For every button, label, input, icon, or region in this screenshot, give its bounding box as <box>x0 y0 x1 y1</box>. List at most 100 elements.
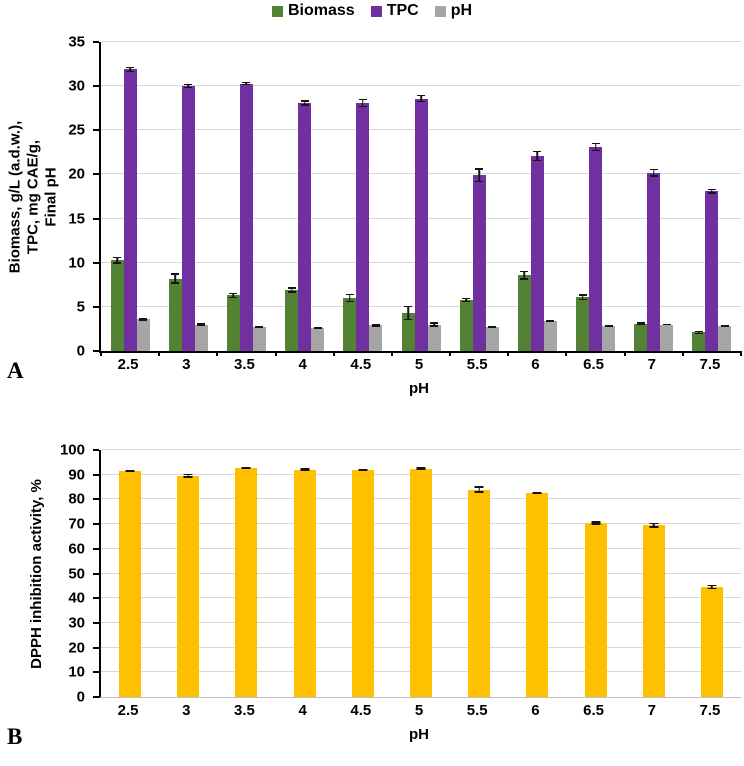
tpc-bar <box>530 155 544 351</box>
dpph-inhibition-activity-bar-slot <box>235 450 258 697</box>
error-bar <box>416 467 426 470</box>
biomass-bar-slot <box>459 42 473 351</box>
y-tick-label: 20 <box>68 165 85 183</box>
tpc-bar <box>123 69 137 351</box>
y-tick-label: 20 <box>68 639 85 657</box>
bar-group-3 <box>159 42 217 351</box>
error-bar <box>520 270 529 280</box>
biomass-bar <box>401 313 415 351</box>
biomass-bar <box>110 260 124 351</box>
y-tick-mark <box>93 646 99 649</box>
x-tick-mark <box>565 351 568 356</box>
dpph-inhibition-activity-bar-slot <box>351 450 374 697</box>
error-bar <box>358 98 367 108</box>
ph-bar-slot <box>427 42 441 351</box>
error-bar <box>578 294 587 301</box>
biomass-bar-slot <box>285 42 299 351</box>
y-tick-label: 25 <box>68 121 85 139</box>
y-tick-label: 10 <box>68 663 85 681</box>
dpph-inhibition-activity-bar <box>584 522 607 697</box>
ph-bar <box>543 320 557 351</box>
x-tick-label: 6 <box>531 702 540 719</box>
y-tick-label: 40 <box>68 589 85 607</box>
tpc-bar-slot <box>589 42 603 351</box>
y-tick-label: 50 <box>68 565 85 582</box>
bar-group-3.5 <box>217 450 275 697</box>
bar-group-7 <box>625 42 683 351</box>
biomass-bar-slot <box>110 42 124 351</box>
biomass-bar-slot <box>634 42 648 351</box>
x-tick-label: 3.5 <box>234 702 255 719</box>
x-tick-label: 4 <box>298 702 307 719</box>
legend-label-biomass: Biomass <box>287 2 355 19</box>
error-bar <box>300 468 310 472</box>
x-tick-label: 6 <box>531 356 540 373</box>
ph-bar-slot <box>485 42 499 351</box>
x-tick-mark <box>332 351 335 356</box>
ph-bar-slot <box>136 42 150 351</box>
y-axis-title-line: Biomass, g/L (a.d.w.), <box>6 120 23 273</box>
tpc-bar-slot <box>298 42 312 351</box>
error-bar <box>591 521 601 525</box>
biomass-bar-slot <box>226 42 240 351</box>
biomass-bar <box>517 275 531 351</box>
biomass-legend-swatch-icon <box>271 5 283 17</box>
panel-a-y-tick-labels: 0 5 10 15 20 25 30 35 <box>51 35 93 359</box>
x-tick-label: 2.5 <box>117 702 139 719</box>
error-bar <box>171 273 180 284</box>
panel-b-y-axis-title: DPPH inhibition activity, % <box>28 479 46 669</box>
dpph-inhibition-activity-bar <box>526 493 549 697</box>
error-bar <box>488 326 497 329</box>
biomass-bar <box>634 323 648 351</box>
y-tick-label: 30 <box>68 77 85 95</box>
x-tick-label: 2.5 <box>117 356 139 373</box>
dpph-inhibition-activity-bar <box>293 469 316 697</box>
dpph-inhibition-activity-bar-slot <box>177 450 200 697</box>
x-tick-label: 5 <box>414 702 424 719</box>
error-bar <box>474 486 484 493</box>
gridline <box>101 449 741 450</box>
x-tick-label: 7.5 <box>699 356 721 373</box>
y-tick-mark <box>93 305 99 308</box>
error-bar <box>649 522 659 528</box>
tpc-bar <box>647 172 661 351</box>
ph-bar-slot <box>311 42 325 351</box>
biomass-bar-slot <box>401 42 415 351</box>
tpc-bar <box>356 102 370 351</box>
y-tick-mark <box>93 85 99 88</box>
y-tick-mark <box>93 671 99 674</box>
panel-a-bars <box>101 42 741 351</box>
ph-bar <box>718 326 732 351</box>
tpc-bar-slot <box>414 42 428 351</box>
biomass-bar-slot <box>692 42 706 351</box>
error-bar <box>255 326 264 329</box>
ph-bar-slot <box>194 42 208 351</box>
ph-bar-slot <box>369 42 383 351</box>
ph-bar <box>194 324 208 351</box>
gridline <box>101 41 741 42</box>
tpc-bar <box>589 147 603 351</box>
bar-group-4 <box>276 450 334 697</box>
y-tick-mark <box>93 129 99 132</box>
biomass-bar <box>285 290 299 351</box>
biomass-bar <box>168 278 182 351</box>
error-bar <box>636 322 645 325</box>
y-axis-title-line: DPPH inhibition activity, % <box>28 478 45 669</box>
panel-a: Biomass, g/L (a.d.w.), TPC, mg CAE/g, Fi… <box>6 35 742 397</box>
ph-legend-swatch-icon <box>434 5 446 17</box>
error-bar <box>694 330 703 335</box>
tpc-bar-slot <box>356 42 370 351</box>
panel-b-bars <box>101 450 741 697</box>
error-bar <box>546 319 555 323</box>
y-tick-label: 90 <box>68 466 85 484</box>
x-tick-mark <box>158 351 161 356</box>
legend-item-biomass: Biomass <box>271 2 355 20</box>
biomass-bar-slot <box>517 42 531 351</box>
y-tick-label: 60 <box>68 540 85 558</box>
legend-label-tpc: TPC <box>386 2 419 19</box>
bar-group-4.5 <box>334 42 392 351</box>
error-bar <box>649 168 658 177</box>
tpc-bar <box>705 191 719 351</box>
dpph-inhibition-activity-bar-slot <box>293 450 316 697</box>
error-bar <box>604 325 613 328</box>
